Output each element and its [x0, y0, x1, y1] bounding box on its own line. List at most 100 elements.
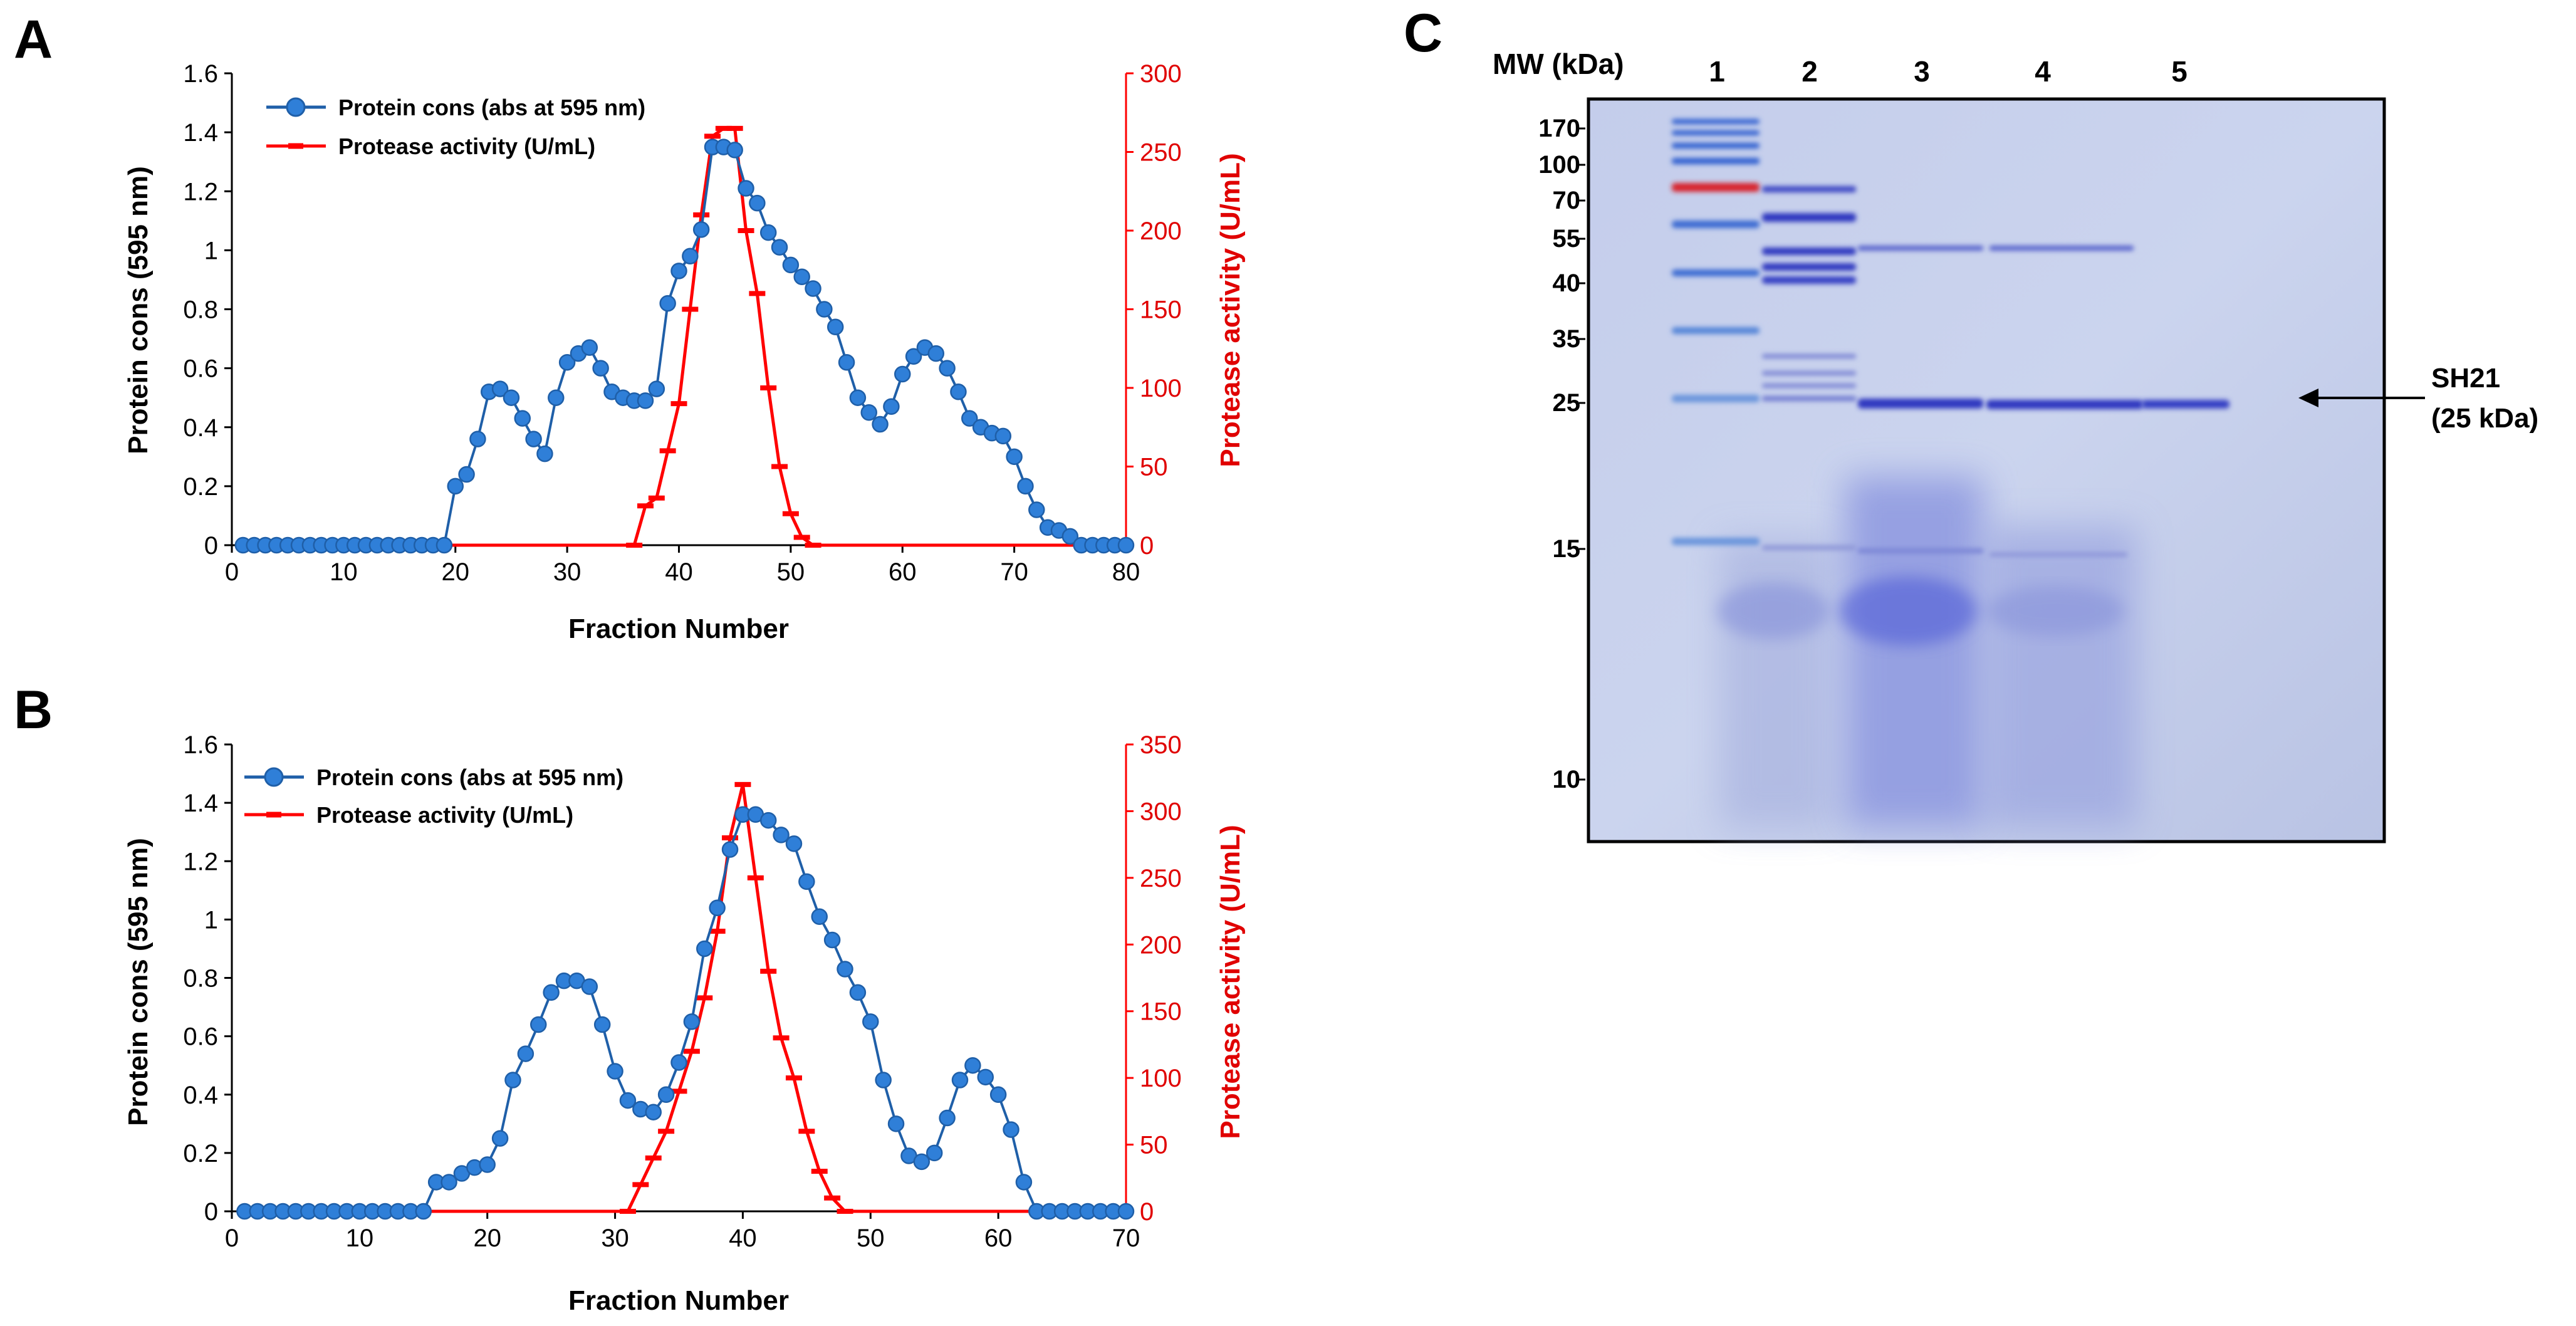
chart-a-protein-point	[950, 384, 967, 400]
gel-smear-lane-3	[1845, 476, 1983, 827]
gel-lane-label-3: 3	[1914, 55, 1930, 88]
chart-b-y-tick-label: 0.6	[183, 1023, 218, 1051]
chart-b-protein-point	[645, 1104, 662, 1120]
mw-label-55: 55	[1553, 225, 1581, 253]
mw-label-170: 170	[1538, 115, 1580, 142]
chart-b-protein-point	[964, 1057, 981, 1074]
chart-b-protein-point	[593, 1016, 611, 1033]
chart-a-protein-point	[637, 392, 654, 409]
chart-a-protein-point	[872, 415, 889, 433]
panel-c: C MW (kDa) 1 2 3 4 5	[1404, 3, 2538, 843]
chart-b-protein-point	[913, 1153, 931, 1171]
chart-b-protein-point	[441, 1174, 457, 1191]
chart-b-protein-point	[849, 984, 867, 1001]
band	[1858, 246, 1983, 251]
chart-a-protein-point	[782, 256, 800, 274]
mw-label-25: 25	[1553, 389, 1581, 417]
annotation-protein-name: SH21	[2431, 363, 2500, 394]
chart-b-protein-point	[811, 908, 828, 925]
chart-b-protein-point	[619, 1092, 637, 1109]
chart-a-protein-point	[592, 360, 609, 377]
panel-b: B 0 10 20 30 40 50 60 7000.20.40.60.811.21.41.6…	[14, 680, 1246, 1316]
chart-a-protein-point	[738, 180, 754, 197]
ladder-band	[1672, 327, 1760, 334]
chart-b-protein-point	[977, 1068, 994, 1086]
chart-b-protein-point	[837, 961, 853, 978]
chart-b-x-tick-label: 40	[729, 1224, 757, 1252]
chart-a-ylabel: Protein cons (595 nm)	[123, 166, 154, 454]
chart-b-protein-point	[773, 827, 790, 843]
chart-a-protein-point	[816, 301, 833, 318]
chart-a-protein-point	[536, 445, 553, 462]
chart-a-y-tick-label: 1.2	[183, 178, 218, 206]
chart-b-protein-point	[823, 931, 841, 949]
gel-lane-2-bands	[1762, 186, 1856, 550]
mw-label-10: 10	[1553, 766, 1581, 793]
chart-a-x-tick-label: 70	[1000, 558, 1028, 586]
chart-a-y2-tick-label: 100	[1140, 375, 1182, 402]
ladder-band	[1672, 158, 1760, 164]
chart-b-protein-point	[1117, 1203, 1135, 1220]
chart-a-protein-point	[503, 389, 520, 406]
chart-b-y-tick-label: 0.4	[183, 1082, 218, 1109]
band	[1762, 371, 1856, 375]
band	[1762, 354, 1856, 358]
chart-a-x-tick-label: 0	[225, 558, 239, 586]
chart-a-y2-tick-label: 150	[1140, 296, 1182, 324]
chart-a-x-tick-label: 30	[553, 558, 581, 586]
chart-b-y-tick-label: 1.2	[183, 848, 218, 875]
mw-label-70: 70	[1553, 187, 1581, 214]
chart-b-protein-point	[543, 984, 560, 1001]
band	[1762, 213, 1856, 222]
chart-a-activity-line	[632, 127, 814, 547]
band	[1762, 384, 1856, 388]
annotation-arrow-head	[2298, 389, 2318, 407]
chart-b-x-tick-label: 10	[346, 1224, 374, 1252]
band	[1762, 396, 1856, 401]
chart-b-protein-point	[926, 1144, 943, 1162]
chart-b-x-tick-label: 70	[1112, 1224, 1140, 1252]
chart-a-protein-point	[469, 431, 486, 447]
chart-b-y2-tick-label: 350	[1140, 731, 1182, 759]
ladder-band	[1672, 538, 1760, 545]
chart-b-protein-point	[607, 1063, 623, 1080]
chart-b-protein-point	[785, 835, 803, 852]
chart-b-protein-point	[696, 940, 713, 958]
chart-a-protein-point	[749, 194, 766, 212]
chart-a-protein-point	[883, 398, 900, 415]
chart-a-protein-point	[1061, 528, 1079, 545]
chart-a-protein-point	[759, 224, 777, 241]
chart-a-protein-point	[849, 389, 867, 406]
gel-smear-lane-2	[1720, 539, 1833, 827]
chart-a-protein-point	[1017, 478, 1034, 495]
chart-a-y-tick-label: 0	[204, 532, 218, 560]
chart-b-protein-point	[887, 1115, 905, 1132]
gel-low-mw-blob-lane-2	[1717, 583, 1830, 639]
chart-b-protein-point	[415, 1203, 432, 1220]
band	[1858, 548, 1983, 553]
chart-b-protein-point	[1015, 1174, 1033, 1191]
chart-a-protein-point	[994, 427, 1012, 445]
chart-b-y2-tick-label: 250	[1140, 865, 1182, 892]
chart-b-ylabel: Protein cons (595 nm)	[123, 838, 154, 1126]
chart-b-y-tick-label: 1.6	[183, 731, 218, 759]
chart-b-y-tick-label: 0.2	[183, 1140, 218, 1167]
chart-b-y2label: Protease activity (U/mL)	[1215, 825, 1246, 1139]
chart-b-protein-point	[939, 1109, 956, 1127]
chart-a-protein-point	[1117, 536, 1135, 554]
chart-a-protein-point	[491, 380, 509, 397]
chart-a-protein-point	[1028, 501, 1045, 518]
panel-label-a: A	[14, 9, 53, 70]
chart-b-protein-point	[951, 1072, 969, 1088]
gel-lane-3-bands	[1858, 246, 1983, 553]
legend-b-protein-marker	[264, 767, 284, 787]
chart-a-y-tick-label: 1.4	[183, 119, 218, 147]
chart-a-y2-tick-label: 250	[1140, 139, 1182, 167]
chart-a-x-tick-label: 10	[330, 558, 358, 586]
band-sh21	[1858, 399, 1983, 409]
chart-b-protein-point	[875, 1072, 892, 1088]
chart-a-protein-point	[805, 280, 821, 297]
chart-a-y2-tick-label: 50	[1140, 454, 1168, 481]
chart-a: 0 10 20 30 40 50 60 70 8000.20.40.60.811.21.41.6…	[183, 60, 1181, 586]
gel-image	[1587, 97, 2386, 843]
